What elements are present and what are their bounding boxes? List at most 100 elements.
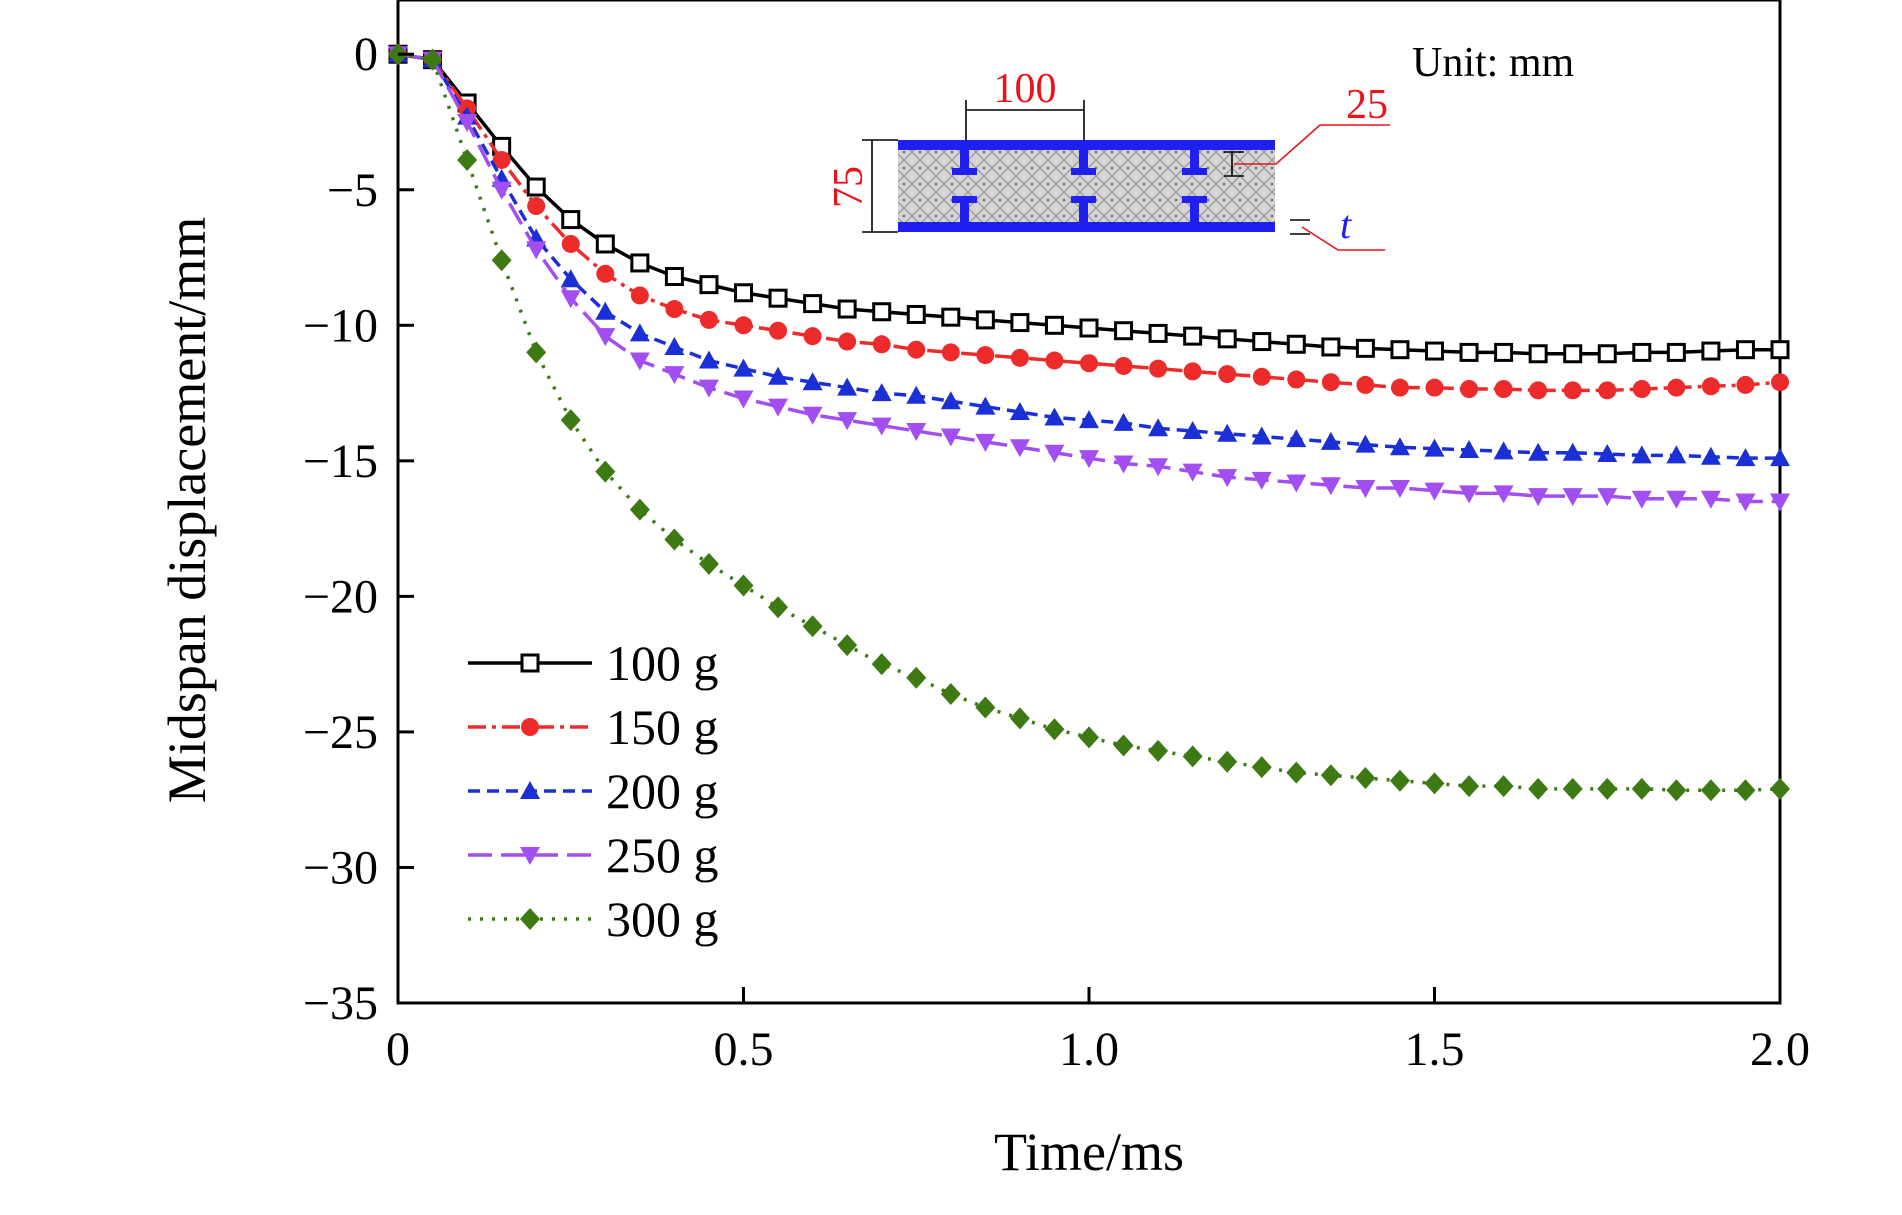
data-point (1459, 485, 1480, 504)
x-tick-label: 2.0 (1750, 1023, 1810, 1076)
data-point (975, 396, 996, 415)
data-point (837, 634, 858, 657)
data-point (1562, 777, 1583, 800)
data-point (629, 498, 650, 521)
dim-height-label: 75 (826, 166, 872, 208)
data-point (734, 316, 753, 335)
data-point (491, 181, 512, 200)
data-point (769, 321, 788, 340)
legend-entry: 300 g (468, 891, 719, 947)
data-point (1562, 442, 1583, 461)
legend-entry: 100 g (468, 635, 719, 691)
data-point (1493, 775, 1514, 798)
data-point (596, 264, 615, 283)
data-point (1700, 490, 1721, 509)
legend: 100 g 150 g 200 g 250 g 300 g (468, 635, 719, 947)
data-point (906, 666, 927, 689)
data-point (906, 304, 926, 324)
series-100-g (388, 44, 1790, 364)
data-point (595, 460, 616, 483)
data-point (1528, 488, 1549, 507)
data-point (561, 234, 580, 253)
data-point (1355, 434, 1376, 453)
series-line (397, 52, 1781, 792)
data-point (1460, 380, 1479, 399)
data-point (1079, 410, 1099, 429)
data-point (698, 379, 719, 398)
y-tick-label: −30 (303, 841, 378, 894)
data-point (1044, 718, 1065, 741)
y-axis-title: Midspan displacement/mm (157, 217, 217, 803)
data-point (1286, 474, 1307, 493)
data-point (1701, 341, 1721, 361)
data-point (768, 596, 789, 619)
y-tick-label: −25 (303, 706, 378, 759)
data-point (457, 148, 478, 171)
data-point (1114, 321, 1134, 341)
data-point (1493, 485, 1514, 504)
data-point (1597, 444, 1618, 463)
data-point (1009, 707, 1030, 730)
data-point (1044, 315, 1064, 335)
data-point (491, 249, 512, 272)
data-point (768, 398, 789, 417)
data-point (1632, 342, 1652, 362)
data-point (664, 267, 684, 287)
data-point (1529, 381, 1548, 400)
data-point (1251, 471, 1272, 490)
top-face-plate (898, 140, 1275, 150)
data-point (630, 286, 649, 305)
data-point (665, 300, 684, 319)
data-point (1666, 779, 1687, 802)
data-point (733, 358, 754, 377)
data-point (1494, 380, 1513, 399)
data-point (872, 302, 892, 322)
data-point (1666, 490, 1687, 509)
data-point (1320, 477, 1341, 496)
series-300-g (388, 43, 1790, 802)
data-point (1287, 370, 1306, 389)
data-point (734, 283, 753, 303)
data-point (1044, 444, 1065, 463)
data-point (1735, 340, 1755, 360)
data-point (1182, 463, 1203, 482)
stiffener-columns (952, 148, 1207, 224)
data-point (1149, 359, 1168, 378)
data-point (940, 428, 961, 447)
legend-label: 250 g (606, 827, 719, 883)
data-point (1389, 437, 1410, 456)
data-point (1735, 779, 1756, 802)
data-point (526, 177, 546, 197)
axes-layer: 0 0.5 1.0 1.5 2.0 0 −5 −10 −15 −20 −25 −30 −35 (303, 28, 1810, 1076)
data-point (1598, 381, 1617, 400)
data-point (871, 383, 892, 402)
data-point (1183, 362, 1202, 381)
data-point (1148, 418, 1169, 437)
data-point (526, 241, 547, 260)
data-point (803, 327, 822, 346)
data-point (422, 48, 443, 71)
data-point (1080, 354, 1098, 373)
data-point (1459, 342, 1479, 362)
data-point (1182, 745, 1203, 768)
y-tick-label: −20 (303, 570, 378, 623)
data-point (733, 390, 754, 409)
data-point (595, 328, 616, 347)
data-point (1390, 378, 1409, 397)
data-point (1701, 377, 1720, 396)
data-point (1563, 381, 1582, 400)
data-point (1320, 764, 1341, 787)
data-point (1424, 482, 1445, 501)
data-point (768, 288, 788, 308)
data-point (1597, 344, 1617, 364)
data-point (872, 335, 891, 354)
data-point (1770, 493, 1790, 512)
data-point (1113, 455, 1134, 474)
data-point (975, 433, 996, 452)
data-point (1356, 375, 1375, 394)
data-point (1735, 493, 1756, 512)
data-point (1563, 344, 1583, 364)
data-point (699, 275, 719, 295)
data-point (664, 528, 685, 551)
x-tick-label: 0.5 (714, 1023, 774, 1076)
